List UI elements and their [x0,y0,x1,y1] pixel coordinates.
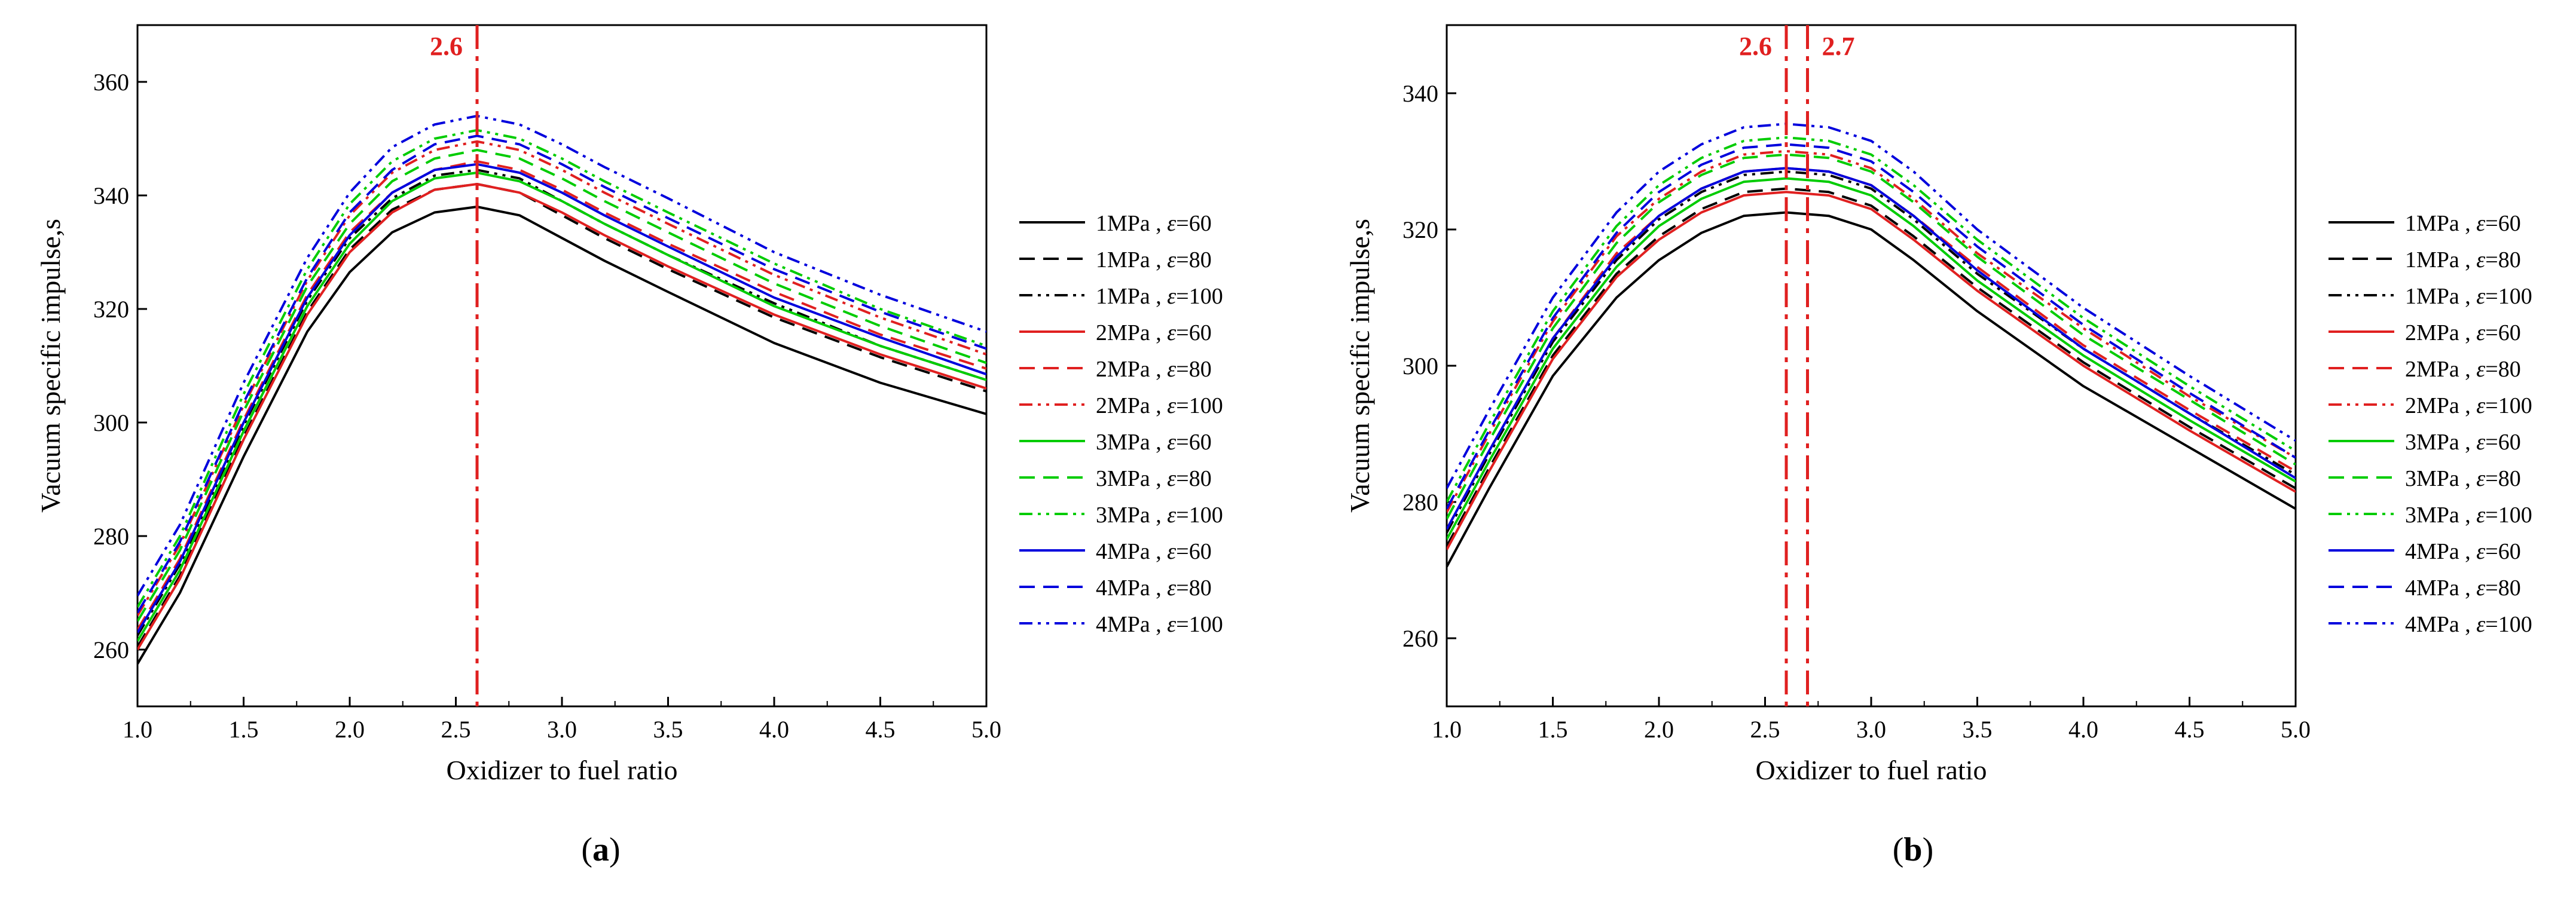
legend-label: 1MPa , ε=60 [2405,211,2521,236]
y-tick-label: 260 [93,636,129,663]
legend-label: 3MPa , ε=100 [1096,503,1223,528]
x-tick-label: 1.0 [123,716,152,743]
series-line [1447,170,2296,534]
x-tick-label: 3.5 [653,716,683,743]
x-axis-label: Oxidizer to fuel ratio [446,755,677,785]
y-axis-label: Vacuum specific impulse,s [35,219,66,513]
series-line [1447,149,2296,513]
legend-label: 2MPa , ε=80 [2405,357,2521,382]
chart-panel-a: 1.0 1.5 2.0 2.5 3.0 3.5 4.0 4.5 5.0 260 280 300 320 3… [35,24,1223,868]
y-tick-label: 260 [1402,625,1438,652]
y-tick-label: 340 [1402,80,1438,107]
series-line [1447,153,2296,520]
x-tick-label: 5.0 [2281,716,2311,743]
reference-label: 2.7 [1822,32,1855,61]
legend-label: 4MPa , ε=80 [2405,575,2521,601]
x-tick-label: 4.5 [866,716,896,743]
legend: 1MPa , ε=60 1MPa , ε=80 1MPa , ε=100 2MPa ,… [2329,211,2532,637]
legend-label: 4MPa , ε=60 [2405,539,2521,564]
legend-label: 4MPa , ε=60 [1096,539,1212,564]
series-line [137,134,986,614]
panel-label: (a) [581,831,620,868]
x-tick-label: 4.0 [2068,716,2098,743]
legend-label: 2MPa , ε=60 [2405,320,2521,345]
legend-label: 4MPa , ε=100 [2405,612,2532,637]
legend-label: 3MPa , ε=60 [2405,430,2521,455]
y-tick-label: 280 [93,523,129,550]
legend-label: 3MPa , ε=80 [2405,466,2521,491]
y-tick-label: 320 [1402,216,1438,243]
x-tick-label: 1.0 [1432,716,1462,743]
legend-label: 1MPa , ε=100 [2405,284,2532,309]
x-tick-label: 4.0 [759,716,789,743]
y-tick-label: 280 [1402,489,1438,516]
x-tick-label: 3.0 [547,716,577,743]
x-tick-label: 1.5 [1538,716,1568,743]
x-axis-label: Oxidizer to fuel ratio [1755,755,1987,785]
legend-label: 3MPa , ε=80 [1096,466,1212,491]
legend: 1MPa , ε=60 1MPa , ε=80 1MPa , ε=100 2MPa ,… [1019,211,1223,637]
series-line [1447,191,2296,550]
legend-label: 2MPa , ε=100 [1096,393,1223,418]
legend-label: 2MPa , ε=60 [1096,320,1212,345]
legend-label: 1MPa , ε=80 [2405,247,2521,273]
series-line [1447,136,2296,503]
reference-label: 2.6 [430,32,463,61]
legend-label: 3MPa , ε=60 [1096,430,1212,455]
x-tick-label: 2.5 [441,716,471,743]
chart-panel-b: 1.0 1.5 2.0 2.5 3.0 3.5 4.0 4.5 5.0 260 280 300 320 3… [1344,24,2532,868]
legend-label: 3MPa , ε=100 [2405,503,2532,528]
series-line [137,149,986,622]
series-line [1447,177,2296,540]
legend-label: 1MPa , ε=60 [1096,211,1212,236]
y-tick-label: 300 [93,409,129,436]
legend-label: 1MPa , ε=80 [1096,247,1212,273]
y-axis-label: Vacuum specific impulse,s [1344,219,1375,513]
x-tick-label: 3.5 [1963,716,1993,743]
legend-label: 4MPa , ε=80 [1096,575,1212,601]
series-line [1447,143,2296,510]
reference-label: 2.6 [1739,32,1772,61]
x-tick-label: 2.0 [1644,716,1674,743]
panel-label: (b) [1893,831,1933,868]
y-tick-label: 300 [1402,353,1438,379]
x-tick-label: 4.5 [2175,716,2205,743]
legend-label: 4MPa , ε=100 [1096,612,1223,637]
y-tick-label: 320 [93,296,129,323]
x-tick-label: 2.0 [335,716,365,743]
y-tick-label: 360 [93,69,129,96]
x-tick-label: 1.5 [229,716,259,743]
y-tick-label: 340 [93,182,129,209]
legend-label: 2MPa , ε=80 [1096,357,1212,382]
series-line [137,183,986,651]
series-line [137,140,986,617]
x-tick-label: 5.0 [971,716,1001,743]
x-tick-label: 3.0 [1856,716,1886,743]
x-tick-label: 2.5 [1750,716,1780,743]
legend-label: 1MPa , ε=100 [1096,284,1223,309]
legend-label: 2MPa , ε=100 [2405,393,2532,418]
